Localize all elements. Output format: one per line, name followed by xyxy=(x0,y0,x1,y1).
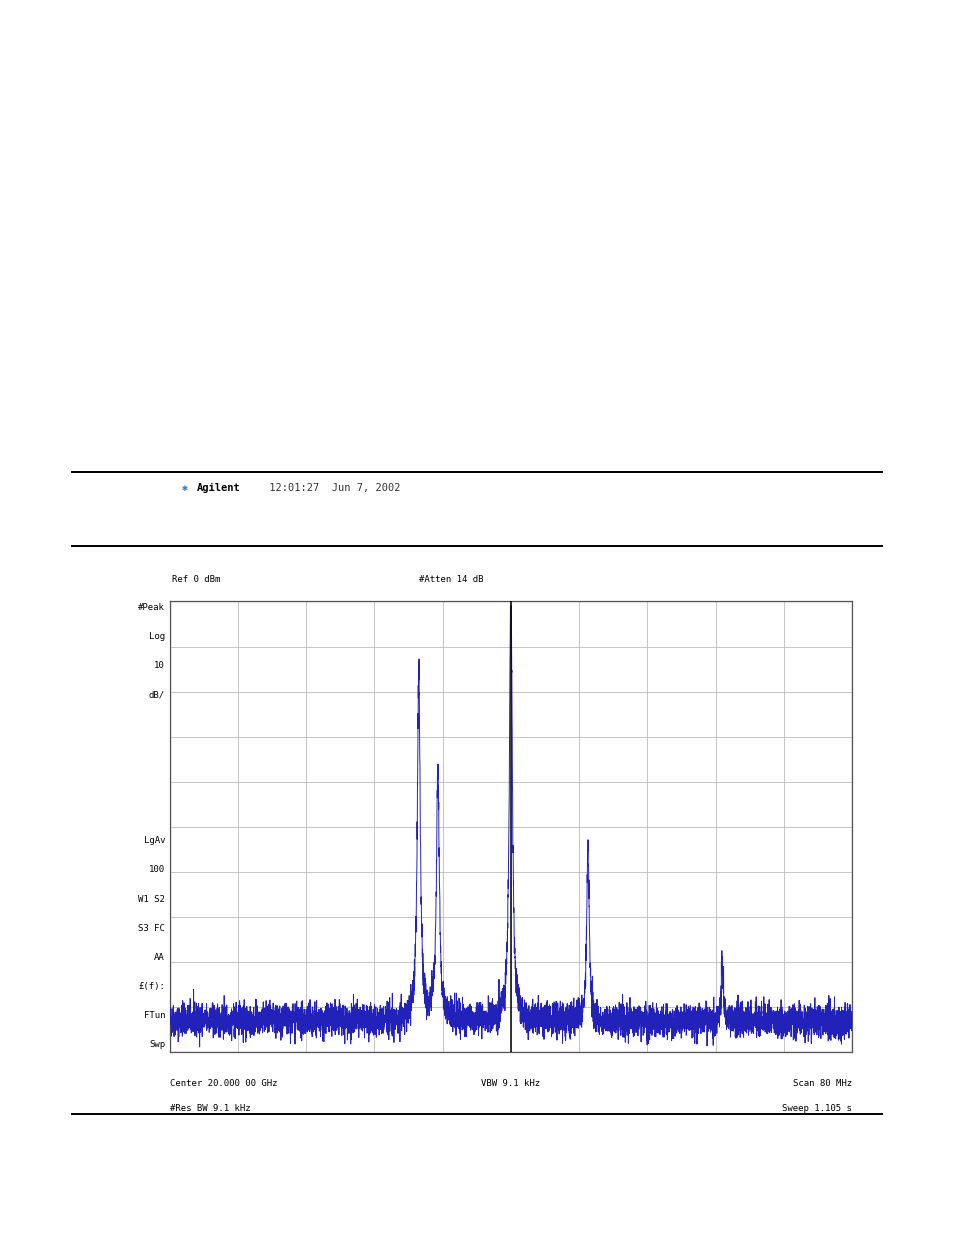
Text: #Atten 14 dB: #Atten 14 dB xyxy=(418,576,483,584)
Text: ✱: ✱ xyxy=(181,483,187,493)
Text: W1 S2: W1 S2 xyxy=(138,894,165,904)
Text: 100: 100 xyxy=(149,866,165,874)
Text: FTun: FTun xyxy=(143,1011,165,1020)
Text: Scan 80 MHz: Scan 80 MHz xyxy=(792,1079,851,1088)
Text: Sweep 1.105 s: Sweep 1.105 s xyxy=(781,1104,851,1113)
Text: Agilent: Agilent xyxy=(196,483,240,493)
Text: Swp: Swp xyxy=(149,1040,165,1050)
Text: #Peak: #Peak xyxy=(138,603,165,613)
Text: S3 FC: S3 FC xyxy=(138,924,165,932)
Text: VBW 9.1 kHz: VBW 9.1 kHz xyxy=(481,1079,539,1088)
Text: LgAv: LgAv xyxy=(143,836,165,845)
Text: Ref 0 dBm: Ref 0 dBm xyxy=(172,576,220,584)
Text: 10: 10 xyxy=(154,662,165,671)
Text: 12:01:27  Jun 7, 2002: 12:01:27 Jun 7, 2002 xyxy=(263,483,400,493)
Text: Log: Log xyxy=(149,632,165,641)
Text: dB/: dB/ xyxy=(149,690,165,699)
Text: AA: AA xyxy=(154,953,165,962)
Text: Center 20.000 00 GHz: Center 20.000 00 GHz xyxy=(170,1079,277,1088)
Text: #Res BW 9.1 kHz: #Res BW 9.1 kHz xyxy=(170,1104,251,1113)
Text: £(f):: £(f): xyxy=(138,982,165,990)
